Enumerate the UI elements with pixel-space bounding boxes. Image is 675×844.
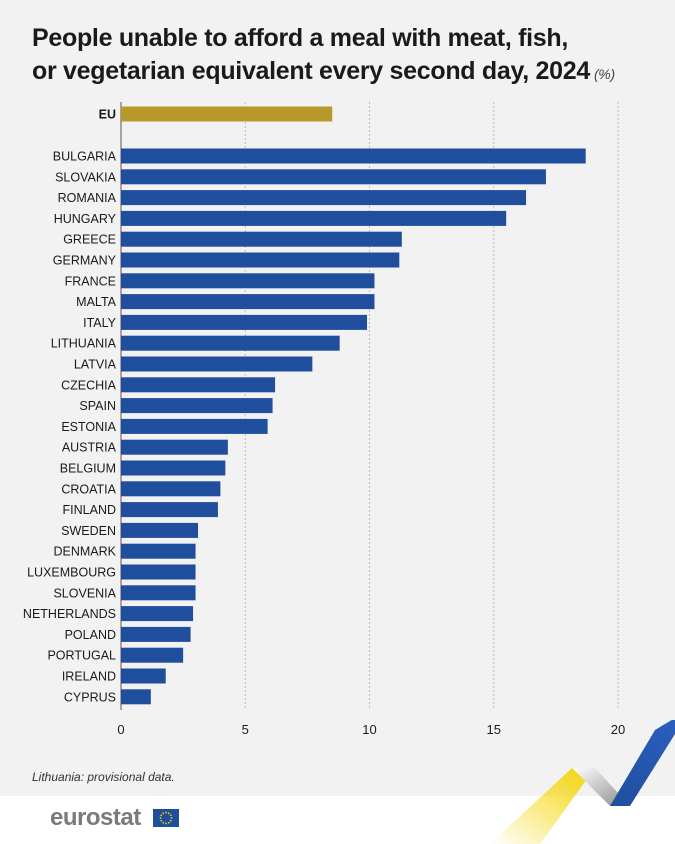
category-label-germany: GERMANY: [53, 254, 117, 268]
bar-hungary: [121, 210, 507, 226]
bar-finland: [121, 502, 218, 518]
category-label-spain: SPAIN: [79, 399, 116, 413]
bar-france: [121, 273, 375, 289]
bar-sweden: [121, 522, 199, 538]
flag-star: [165, 822, 167, 825]
title-line-2: or vegetarian equivalent every second da…: [32, 55, 652, 91]
bar-malta: [121, 294, 375, 310]
category-label-slovakia: SLOVAKIA: [55, 170, 117, 184]
category-label-austria: AUSTRIA: [62, 441, 117, 455]
bar-belgium: [121, 460, 226, 476]
category-label-poland: POLAND: [65, 628, 116, 642]
category-label-france: FRANCE: [65, 274, 116, 288]
bar-denmark: [121, 543, 196, 559]
bar-ireland: [121, 668, 166, 684]
bars: [121, 106, 586, 705]
category-label-estonia: ESTONIA: [61, 420, 116, 434]
x-tick-label-15: 15: [487, 722, 501, 737]
bar-cyprus: [121, 689, 151, 705]
eurostat-logo: eurostat: [50, 804, 141, 831]
chart-title: People unable to afford a meal with meat…: [32, 22, 652, 91]
bar-italy: [121, 314, 368, 330]
flag-star: [162, 821, 165, 824]
footnote: Lithuania: provisional data.: [32, 770, 175, 784]
bar-austria: [121, 439, 228, 455]
bar-luxembourg: [121, 564, 196, 580]
bar-estonia: [121, 418, 268, 434]
category-label-malta: MALTA: [76, 295, 116, 309]
chart-panel: [0, 0, 675, 796]
bar-spain: [121, 398, 273, 414]
category-label-czechia: CZECHIA: [61, 378, 117, 392]
eu-flag-icon: [153, 809, 179, 827]
flag-star: [160, 814, 163, 817]
flag-star: [167, 812, 170, 815]
category-label-denmark: DENMARK: [53, 545, 116, 559]
flag-star: [170, 817, 173, 819]
flag-star: [169, 819, 172, 822]
category-label-greece: GREECE: [63, 233, 116, 247]
x-tick-label-5: 5: [242, 722, 249, 737]
x-tick-label-10: 10: [362, 722, 376, 737]
category-label-ireland: IRELAND: [62, 670, 116, 684]
bar-germany: [121, 252, 400, 268]
category-label-romania: ROMANIA: [58, 191, 117, 205]
category-label-sweden: SWEDEN: [61, 524, 116, 538]
bar-romania: [121, 190, 527, 206]
title-unit: (%): [593, 66, 615, 82]
bar-croatia: [121, 481, 221, 497]
bar-greece: [121, 231, 402, 247]
category-label-eu: EU: [99, 108, 116, 122]
category-label-slovenia: SLOVENIA: [53, 586, 116, 600]
flag-star: [169, 814, 172, 817]
category-label-cyprus: CYPRUS: [64, 690, 116, 704]
category-label-finland: FINLAND: [63, 503, 116, 517]
bar-czechia: [121, 377, 276, 393]
category-label-netherlands: NETHERLANDS: [23, 607, 116, 621]
bar-bulgaria: [121, 148, 586, 164]
category-label-hungary: HUNGARY: [54, 212, 117, 226]
category-label-latvia: LATVIA: [74, 358, 117, 372]
category-label-portugal: PORTUGAL: [47, 649, 116, 663]
flag-star: [159, 817, 162, 819]
bar-slovakia: [121, 169, 546, 185]
category-label-luxembourg: LUXEMBOURG: [27, 566, 116, 580]
x-tick-label-20: 20: [611, 722, 625, 737]
x-axis-ticks: 0 5 10 15 20: [117, 722, 625, 737]
category-label-bulgaria: BULGARIA: [53, 150, 117, 164]
flag-star: [160, 819, 163, 822]
category-label-belgium: BELGIUM: [60, 462, 116, 476]
x-tick-label-0: 0: [117, 722, 124, 737]
flag-star: [165, 811, 167, 814]
bar-lithuania: [121, 335, 340, 351]
category-labels: EU BULGARIA SLOVAKIA ROMANIA HUNGARY GREECE GE…: [23, 108, 117, 705]
flag-star: [167, 821, 170, 824]
category-label-lithuania: LITHUANIA: [51, 337, 117, 351]
bar-chart: EU BULGARIA SLOVAKIA ROMANIA HUNGARY GREECE GE…: [23, 102, 625, 737]
category-label-italy: ITALY: [83, 316, 117, 330]
decorative-ribbon-icon: [490, 720, 675, 844]
category-label-croatia: CROATIA: [61, 482, 116, 496]
title-line-2-text: or vegetarian equivalent every second da…: [32, 57, 590, 85]
bar-portugal: [121, 647, 184, 663]
bar-eu: [121, 106, 333, 122]
bar-netherlands: [121, 606, 194, 622]
title-line-1: People unable to afford a meal with meat…: [32, 24, 568, 52]
flag-star: [162, 812, 165, 815]
bar-latvia: [121, 356, 313, 372]
bar-slovenia: [121, 585, 196, 601]
bar-poland: [121, 626, 191, 642]
